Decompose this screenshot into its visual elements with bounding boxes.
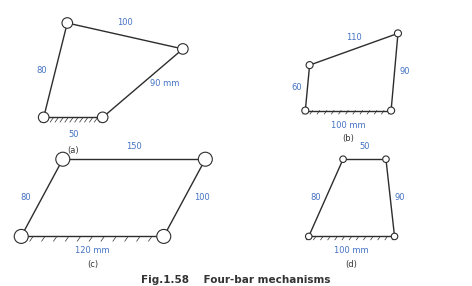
Text: 90 mm: 90 mm	[150, 79, 179, 88]
Text: 100: 100	[117, 17, 133, 27]
Text: 120 mm: 120 mm	[75, 247, 110, 255]
Circle shape	[14, 229, 28, 243]
Text: 110: 110	[346, 33, 362, 41]
Text: 90: 90	[395, 193, 405, 202]
Text: 60: 60	[291, 83, 302, 92]
Text: 80: 80	[20, 193, 31, 202]
Circle shape	[38, 112, 49, 123]
Circle shape	[383, 156, 389, 162]
Text: 90: 90	[399, 67, 410, 76]
Circle shape	[306, 61, 313, 69]
Text: (d): (d)	[346, 260, 358, 269]
Text: 80: 80	[36, 66, 47, 75]
Text: 100: 100	[194, 193, 210, 202]
Circle shape	[157, 229, 171, 243]
Circle shape	[395, 30, 402, 37]
Circle shape	[305, 233, 312, 240]
Circle shape	[177, 44, 188, 54]
Text: 50: 50	[359, 142, 370, 152]
Text: 150: 150	[126, 142, 142, 152]
Circle shape	[62, 18, 73, 28]
Circle shape	[391, 233, 398, 240]
Circle shape	[388, 107, 395, 114]
Text: (b): (b)	[342, 134, 354, 143]
Text: (a): (a)	[67, 146, 79, 155]
Text: 80: 80	[310, 193, 321, 202]
Circle shape	[198, 152, 212, 166]
Circle shape	[97, 112, 108, 123]
Text: Fig.1.58    Four-bar mechanisms: Fig.1.58 Four-bar mechanisms	[141, 275, 331, 285]
Circle shape	[56, 152, 70, 166]
Text: 100 mm: 100 mm	[334, 247, 369, 255]
Text: 50: 50	[68, 130, 78, 139]
Circle shape	[340, 156, 346, 162]
Circle shape	[302, 107, 309, 114]
Text: (c): (c)	[87, 260, 98, 269]
Text: 100 mm: 100 mm	[331, 121, 365, 130]
